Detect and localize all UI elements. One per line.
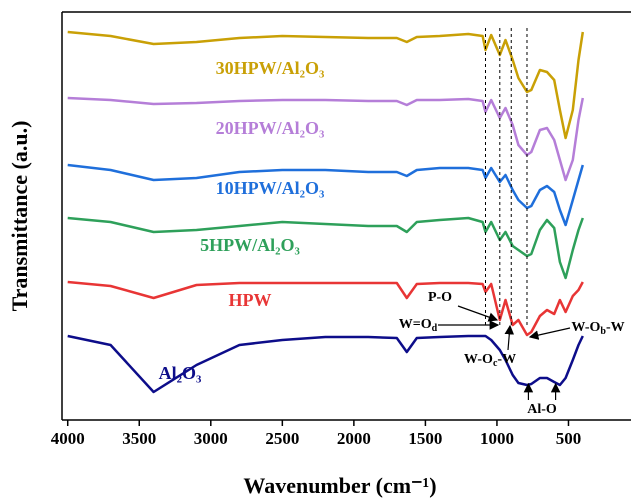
x-tick-label: 1000 xyxy=(480,429,514,448)
annotation-sub: d xyxy=(432,323,438,334)
series-line xyxy=(67,96,585,182)
annotation-arrow xyxy=(457,305,499,322)
series-label: 10HPW/Al₂O₃ xyxy=(216,178,325,198)
x-axis-label: Wavenumber (cm⁻¹) xyxy=(243,473,436,498)
annotation-text: W-O xyxy=(464,352,493,367)
x-tick-label: 2500 xyxy=(265,429,299,448)
annotation-text: W=O xyxy=(399,317,432,332)
series-line xyxy=(67,30,585,140)
annotation: W-Ob-W xyxy=(571,320,624,337)
annotation: W=Od xyxy=(399,317,438,334)
annotation-tail: -W xyxy=(606,320,625,335)
x-tick-label: 3000 xyxy=(194,429,228,448)
y-axis-label: Transmittance (a.u.) xyxy=(7,121,32,312)
x-tick-label: 4000 xyxy=(51,429,85,448)
series-line xyxy=(67,280,584,337)
annotation: P-O xyxy=(428,290,452,305)
annotation-arrow xyxy=(504,324,515,351)
series-label: 30HPW/Al₂O₃ xyxy=(216,58,325,78)
annotation: W-Oc-W xyxy=(464,352,516,369)
x-tick-label: 3500 xyxy=(122,429,156,448)
annotation: Al-O xyxy=(527,402,557,417)
annotation-sub: b xyxy=(600,326,606,337)
x-tick-label: 1500 xyxy=(408,429,442,448)
series-line xyxy=(67,216,584,280)
annotation-sub: c xyxy=(493,358,498,369)
x-tick-label: 500 xyxy=(556,429,582,448)
series-label: HPW xyxy=(229,290,272,310)
annotation-arrow xyxy=(528,327,571,340)
series-label: 20HPW/Al₂O₃ xyxy=(216,118,325,138)
annotation-text: P-O xyxy=(428,290,452,305)
annotation-text: W-O xyxy=(571,320,600,335)
series-label: Al₂O₃ xyxy=(159,363,202,383)
series-label: 5HPW/Al₂O₃ xyxy=(200,235,300,255)
series-line xyxy=(67,334,584,394)
annotation-tail: -W xyxy=(497,352,516,367)
x-tick-label: 2000 xyxy=(337,429,371,448)
series-line xyxy=(67,163,585,227)
